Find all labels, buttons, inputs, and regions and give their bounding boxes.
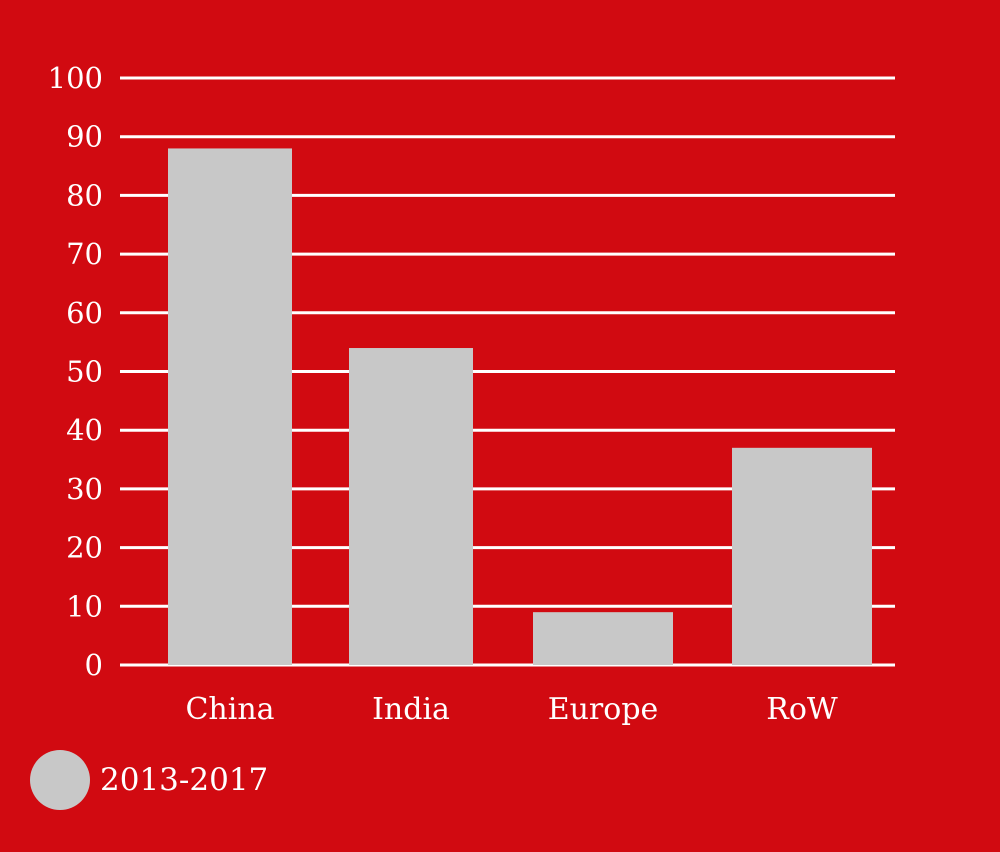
y-tick-label-40: 40: [66, 413, 103, 447]
legend-label-2013-2017: 2013-2017: [100, 762, 269, 798]
y-tick-label-100: 100: [48, 61, 103, 95]
y-tick-label-0: 0: [85, 648, 103, 682]
bar-china: [168, 148, 292, 665]
x-tick-label-europe: Europe: [548, 692, 659, 727]
y-tick-label-10: 10: [66, 589, 103, 623]
legend: 2013-2017: [30, 750, 268, 810]
bar-row: [732, 447, 872, 665]
y-tick-label-80: 80: [66, 178, 103, 212]
y-tick-label-20: 20: [66, 531, 103, 565]
y-tick-label-90: 90: [66, 120, 103, 154]
x-tick-label-china: China: [185, 692, 274, 727]
y-tick-label-30: 30: [66, 472, 103, 506]
bar-europe: [533, 612, 673, 665]
y-tick-label-50: 50: [66, 355, 103, 389]
bar-india: [349, 348, 473, 665]
legend-swatch-2013-2017: [30, 750, 90, 810]
x-tick-label-row: RoW: [766, 692, 838, 727]
x-tick-label-india: India: [372, 692, 450, 727]
y-tick-label-70: 70: [66, 237, 103, 271]
y-tick-label-60: 60: [66, 296, 103, 330]
